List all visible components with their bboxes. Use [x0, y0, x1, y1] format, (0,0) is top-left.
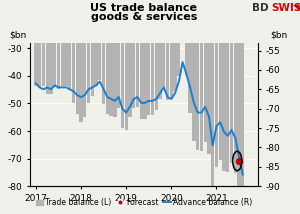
Text: ◥: ◥: [292, 3, 299, 12]
Bar: [207, 0, 211, 154]
Point: [237, 159, 242, 163]
Bar: [143, 0, 147, 119]
Text: $bn: $bn: [10, 31, 27, 40]
Bar: [203, 0, 207, 142]
Bar: [237, 0, 241, 189]
Bar: [117, 0, 120, 108]
Bar: [196, 0, 199, 150]
Bar: [215, 0, 218, 167]
Bar: [181, 0, 184, 39]
Bar: [222, 0, 226, 171]
Bar: [53, 0, 56, 87]
Text: BD: BD: [252, 3, 268, 13]
Bar: [113, 0, 116, 117]
Text: SWISS: SWISS: [272, 3, 300, 13]
Bar: [87, 0, 90, 103]
Bar: [151, 0, 154, 115]
Bar: [136, 0, 139, 107]
Bar: [211, 0, 214, 193]
Bar: [188, 0, 192, 113]
Bar: [241, 0, 244, 186]
Bar: [34, 0, 38, 86]
Bar: [102, 0, 105, 104]
Bar: [94, 0, 98, 86]
Bar: [64, 0, 68, 86]
Bar: [68, 0, 71, 89]
Bar: [230, 0, 233, 163]
Bar: [154, 0, 158, 110]
Bar: [121, 0, 124, 128]
Bar: [57, 0, 60, 89]
Bar: [177, 0, 181, 76]
Bar: [173, 0, 177, 91]
Bar: [170, 0, 173, 98]
Bar: [192, 0, 196, 141]
Bar: [42, 0, 45, 86]
Bar: [110, 0, 113, 116]
Bar: [124, 0, 128, 130]
Bar: [158, 0, 162, 99]
Bar: [147, 0, 150, 115]
Bar: [162, 0, 165, 87]
Bar: [234, 0, 237, 173]
Bar: [80, 0, 83, 122]
Bar: [98, 0, 101, 80]
Bar: [83, 0, 86, 117]
Bar: [226, 0, 230, 172]
Text: US trade balance: US trade balance: [91, 3, 197, 13]
Bar: [91, 0, 94, 96]
Bar: [72, 0, 75, 103]
Text: $bn: $bn: [270, 31, 288, 40]
Bar: [128, 0, 132, 117]
Text: goods & services: goods & services: [91, 12, 197, 22]
Bar: [106, 0, 109, 114]
Bar: [61, 0, 64, 86]
Bar: [185, 0, 188, 76]
Bar: [132, 0, 135, 108]
Bar: [140, 0, 143, 119]
Bar: [46, 0, 49, 94]
Bar: [166, 0, 169, 100]
Bar: [49, 0, 52, 94]
Bar: [76, 0, 79, 114]
Bar: [200, 0, 203, 151]
Legend: Trade balance (L), Forecast, Advance balance (R): Trade balance (L), Forecast, Advance bal…: [32, 195, 256, 210]
Bar: [219, 0, 222, 160]
Bar: [38, 0, 41, 87]
